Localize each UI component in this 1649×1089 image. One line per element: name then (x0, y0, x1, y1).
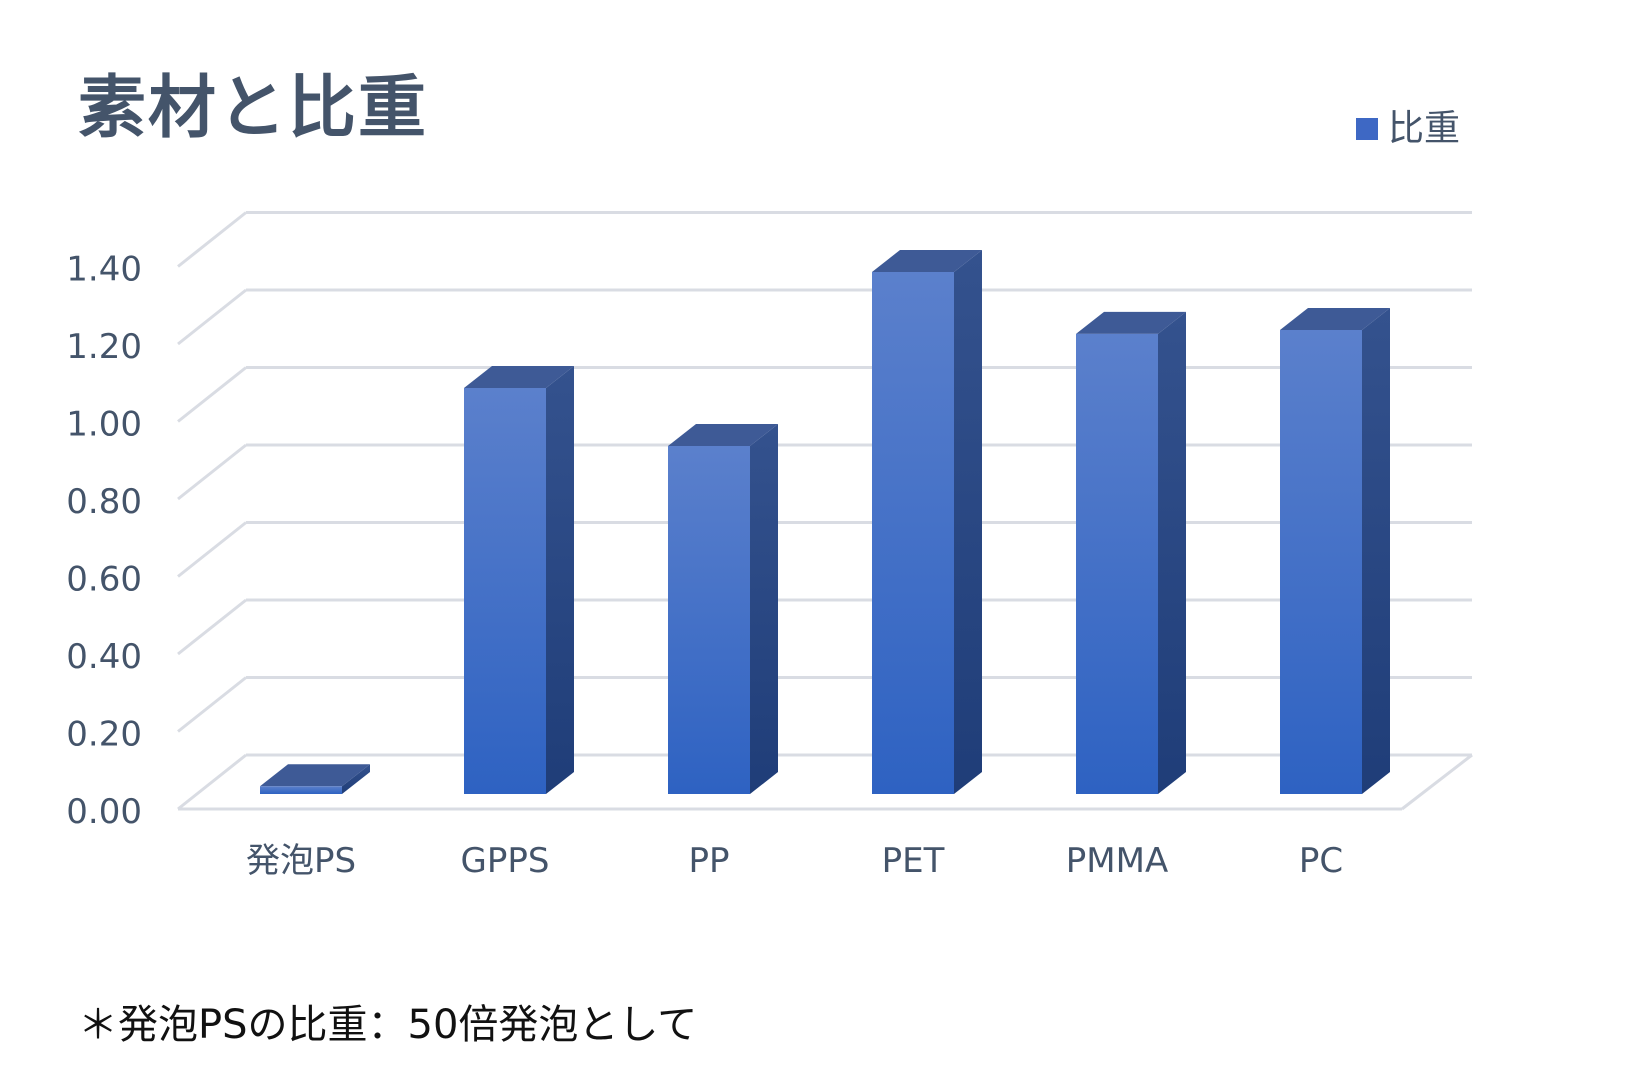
bar-side (1158, 311, 1186, 794)
bar-side (546, 366, 574, 794)
bar-top (1280, 308, 1390, 330)
gridline-diagonal (177, 521, 247, 578)
bar-layer (260, 250, 1390, 794)
bar (872, 272, 954, 794)
bar (464, 388, 546, 794)
floor-right-edge (1401, 753, 1473, 811)
bar-side (954, 250, 982, 794)
gridline-diagonal (177, 366, 247, 423)
x-axis-category-labels: 発泡PS GPPS PP PET PMMA PC (246, 841, 1343, 881)
y-tick-label: 1.40 (66, 250, 142, 290)
x-category-label: PMMA (1066, 841, 1168, 881)
y-tick-label: 0.60 (66, 560, 142, 600)
gridline-diagonal (177, 211, 247, 268)
gridline-diagonal (177, 288, 247, 346)
bar (668, 446, 750, 794)
bar (1076, 333, 1158, 794)
bar-top (260, 764, 370, 787)
bar-side (1362, 308, 1390, 794)
bar (1280, 330, 1362, 794)
chart-title: 素材と比重 (78, 69, 429, 148)
y-tick-label: 0.40 (66, 637, 142, 677)
bar-top (1076, 311, 1186, 334)
bar-side (342, 764, 370, 794)
y-tick-label: 0.00 (66, 792, 142, 832)
x-category-label: PC (1299, 841, 1343, 881)
grid-layer (177, 211, 1473, 811)
legend: 比重 (1356, 108, 1460, 149)
gridline-diagonal (177, 598, 247, 656)
y-tick-label: 0.20 (66, 715, 142, 755)
bar-side (750, 424, 778, 794)
footnote: ＊発泡PSの比重：50倍発泡として (78, 1002, 698, 1048)
bar-top (464, 366, 574, 388)
gridline-diagonal (177, 676, 247, 733)
y-tick-label: 1.20 (66, 327, 142, 367)
y-tick-label: 1.00 (66, 405, 142, 445)
gridline-diagonal (177, 753, 247, 811)
y-axis-tick-labels: 0.00 0.20 0.40 0.60 0.80 1.00 1.20 1.40 (66, 250, 142, 833)
legend-label: 比重 (1388, 108, 1460, 149)
gridline-diagonal (177, 443, 247, 501)
bar-top (872, 250, 982, 272)
x-category-label: 発泡PS (246, 841, 356, 881)
bar-top (668, 424, 778, 446)
bar (260, 786, 342, 794)
y-tick-label: 0.80 (66, 482, 142, 522)
legend-swatch (1356, 118, 1378, 140)
x-category-label: PET (882, 841, 945, 881)
x-category-label: GPPS (461, 841, 550, 881)
x-category-label: PP (688, 841, 729, 881)
